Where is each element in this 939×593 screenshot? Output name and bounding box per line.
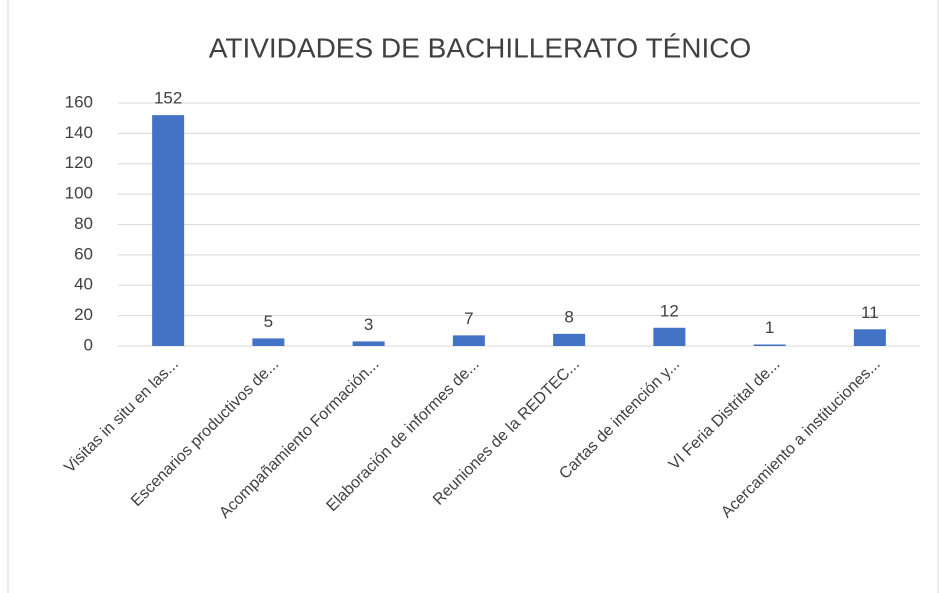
y-tick-label: 100 bbox=[65, 184, 93, 203]
y-tick-label: 120 bbox=[65, 153, 93, 172]
chart-frame bbox=[7, 0, 939, 593]
data-label: 3 bbox=[364, 315, 373, 334]
bar bbox=[152, 115, 185, 347]
data-label: 1 bbox=[765, 318, 774, 337]
data-label: 152 bbox=[154, 89, 182, 108]
bar bbox=[653, 327, 686, 346]
bar bbox=[853, 329, 886, 346]
y-tick-label: 20 bbox=[74, 305, 93, 324]
bar bbox=[252, 338, 285, 346]
y-tick-label: 140 bbox=[65, 123, 93, 142]
data-label: 8 bbox=[564, 307, 573, 326]
bar bbox=[753, 344, 786, 346]
y-tick-label: 80 bbox=[74, 214, 93, 233]
y-tick-label: 160 bbox=[65, 92, 93, 111]
data-label: 12 bbox=[660, 301, 679, 320]
bar bbox=[452, 335, 485, 346]
y-tick-label: 60 bbox=[74, 244, 93, 263]
chart-title: ATIVIDADES DE BACHILLERATO TÉNICO bbox=[209, 32, 752, 63]
y-tick-label: 40 bbox=[74, 275, 93, 294]
data-label: 5 bbox=[264, 312, 273, 331]
bar bbox=[553, 333, 586, 346]
data-label: 11 bbox=[861, 303, 879, 322]
bar bbox=[352, 341, 385, 346]
data-label: 7 bbox=[464, 309, 473, 328]
y-tick-label: 0 bbox=[84, 335, 93, 354]
